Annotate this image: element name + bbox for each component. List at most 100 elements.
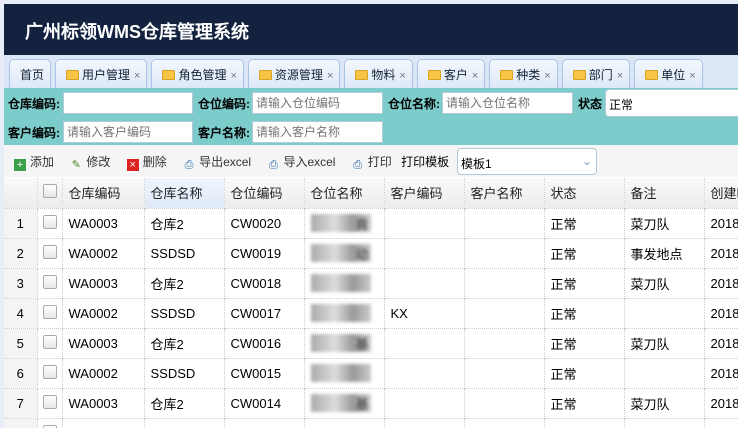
status-select[interactable]: 正常 bbox=[605, 89, 738, 117]
customer-code-input[interactable] bbox=[63, 121, 193, 143]
printer-icon: ⎙ bbox=[353, 159, 363, 171]
column-header[interactable]: 备注 bbox=[624, 178, 705, 209]
tab-label: 角色管理 bbox=[178, 68, 227, 82]
table-cell: CW0017 bbox=[224, 298, 305, 329]
column-header[interactable]: 仓位名称 bbox=[304, 178, 385, 209]
row-checkbox[interactable] bbox=[37, 418, 63, 428]
table-cell bbox=[624, 358, 705, 389]
table-row[interactable]: 3 WA0003 仓库2 CW0018 正常 菜刀队 2018 bbox=[4, 268, 738, 299]
table-row[interactable]: 1 WA0003 仓库2 CW0020 肯 正常 菜刀队 2018 bbox=[4, 208, 738, 239]
column-header[interactable]: 仓库编码 bbox=[62, 178, 145, 209]
table-cell: 菜刀队 bbox=[624, 328, 705, 359]
close-icon[interactable]: × bbox=[544, 70, 551, 82]
table-header: 仓库编码仓库名称仓位编码仓位名称客户编码客户名称状态备注创建时 bbox=[4, 178, 738, 209]
import-label: 导入excel bbox=[283, 155, 336, 169]
table-cell: 2018 bbox=[704, 298, 738, 329]
row-number: 4 bbox=[4, 298, 38, 329]
column-header[interactable]: 仓库名称 bbox=[144, 178, 225, 209]
column-header[interactable]: 客户名称 bbox=[464, 178, 545, 209]
location-name-cell-blurred bbox=[304, 358, 385, 389]
close-icon[interactable]: × bbox=[230, 70, 237, 82]
table-cell: 2018 bbox=[704, 328, 738, 359]
close-icon[interactable]: × bbox=[471, 70, 479, 82]
table-cell bbox=[384, 268, 465, 299]
table-row[interactable]: 8 bbox=[4, 418, 738, 428]
app-title: 广州标领WMS仓库管理系统 bbox=[25, 22, 249, 42]
tab-6[interactable]: 种类 × bbox=[489, 59, 558, 88]
location-name-cell-blurred bbox=[304, 298, 385, 329]
blurred-text: 动 bbox=[310, 244, 371, 262]
import-button[interactable]: ⎙ 导入excel bbox=[267, 153, 335, 171]
table-cell bbox=[144, 418, 225, 428]
table-cell: 2018 bbox=[704, 208, 738, 239]
tab-4[interactable]: 物料 × bbox=[344, 59, 413, 88]
table-cell bbox=[304, 418, 385, 428]
close-icon[interactable]: × bbox=[399, 70, 406, 82]
print-template-select[interactable]: 模板1 ⌄ bbox=[457, 148, 597, 175]
select-all-checkbox[interactable] bbox=[37, 178, 63, 209]
row-number: 1 bbox=[4, 208, 38, 239]
close-icon[interactable]: × bbox=[134, 70, 141, 82]
row-checkbox[interactable] bbox=[37, 298, 63, 329]
blurred-text: 基 bbox=[310, 334, 371, 352]
row-checkbox[interactable] bbox=[37, 268, 63, 299]
rownum-header bbox=[4, 178, 38, 209]
tab-2[interactable]: 角色管理 × bbox=[151, 59, 244, 88]
row-number: 3 bbox=[4, 268, 38, 299]
add-button[interactable]: + 添加 bbox=[14, 153, 54, 171]
column-header[interactable]: 客户编码 bbox=[384, 178, 465, 209]
table-row[interactable]: 4 WA0002 SSDSD CW0017 KX 正常 2018 bbox=[4, 298, 738, 329]
table-cell: 正常 bbox=[544, 208, 625, 239]
delete-icon: × bbox=[126, 159, 139, 171]
row-checkbox[interactable] bbox=[37, 388, 63, 419]
tab-3[interactable]: 资源管理 × bbox=[247, 59, 341, 88]
tab-5[interactable]: 客户 × bbox=[416, 59, 486, 88]
tab-8[interactable]: 单位 × bbox=[634, 59, 703, 88]
location-name-label: 仓位名称: bbox=[388, 97, 440, 111]
warehouse-code-input[interactable] bbox=[63, 92, 193, 114]
table-cell bbox=[464, 418, 545, 428]
table-cell: WA0002 bbox=[62, 358, 145, 389]
table-cell bbox=[224, 418, 305, 428]
table-cell bbox=[464, 208, 545, 239]
table-cell: WA0003 bbox=[62, 388, 145, 419]
close-icon[interactable]: × bbox=[616, 70, 624, 82]
row-checkbox[interactable] bbox=[37, 238, 63, 269]
tab-label: 客户 bbox=[443, 68, 468, 82]
row-checkbox[interactable] bbox=[37, 328, 63, 359]
table-cell: 2018 bbox=[704, 268, 738, 299]
column-header[interactable]: 仓位编码 bbox=[224, 178, 305, 209]
location-code-input[interactable] bbox=[252, 92, 383, 114]
tab-1[interactable]: 用户管理 × bbox=[55, 59, 148, 88]
folder-icon bbox=[572, 70, 586, 80]
location-name-input[interactable] bbox=[442, 92, 573, 114]
export-button[interactable]: ⎙ 导出excel bbox=[183, 153, 251, 171]
column-header[interactable]: 状态 bbox=[544, 178, 625, 209]
column-header[interactable]: 创建时 bbox=[704, 178, 738, 209]
row-checkbox[interactable] bbox=[37, 358, 63, 389]
delete-button[interactable]: × 删除 bbox=[126, 153, 167, 171]
table-cell: 菜刀队 bbox=[624, 388, 705, 419]
close-icon[interactable]: × bbox=[326, 70, 334, 82]
table-row[interactable]: 5 WA0003 仓库2 CW0016 基 正常 菜刀队 2018 bbox=[4, 328, 738, 359]
tab-label: 资源管理 bbox=[274, 68, 323, 82]
printer-icon: ⎙ bbox=[184, 159, 194, 171]
table-cell bbox=[384, 208, 465, 239]
edit-label: 修改 bbox=[86, 155, 111, 169]
table-row[interactable]: 6 WA0002 SSDSD CW0015 正常 2018 bbox=[4, 358, 738, 389]
table-cell: WA0003 bbox=[62, 268, 145, 299]
location-name-cell-blurred bbox=[304, 268, 385, 299]
table-cell bbox=[62, 418, 145, 428]
edit-button[interactable]: ✎ 修改 bbox=[70, 153, 111, 171]
customer-name-input[interactable] bbox=[252, 121, 383, 143]
tab-0[interactable]: 首页 bbox=[9, 59, 52, 88]
table-row[interactable]: 7 WA0003 仓库2 CW0014 基 正常 菜刀队 2018 bbox=[4, 388, 738, 419]
close-icon[interactable]: × bbox=[689, 70, 696, 82]
table-cell: WA0002 bbox=[62, 298, 145, 329]
table-row[interactable]: 2 WA0002 SSDSD CW0019 动 正常 事发地点 2018 bbox=[4, 238, 738, 269]
pencil-icon: ✎ bbox=[71, 159, 81, 171]
row-checkbox[interactable] bbox=[37, 208, 63, 239]
print-button[interactable]: ⎙ 打印 bbox=[352, 153, 391, 171]
table-cell: 正常 bbox=[544, 238, 625, 269]
tab-7[interactable]: 部门 × bbox=[561, 59, 631, 88]
